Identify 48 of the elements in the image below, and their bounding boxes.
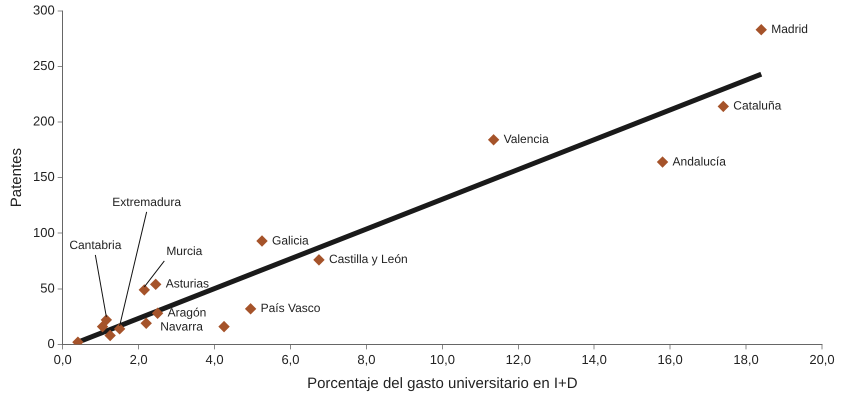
x-tick-label: 2,0	[130, 352, 148, 367]
x-tick-label: 10,0	[430, 352, 455, 367]
point	[97, 321, 108, 332]
annotation: País Vasco	[260, 301, 321, 316]
point	[150, 278, 162, 290]
annotation: Cataluña	[733, 98, 782, 113]
point	[245, 303, 256, 314]
x-axis-title: Porcentaje del gasto universitario en I+D	[307, 375, 578, 392]
point	[152, 308, 164, 319]
y-tick-label: 200	[32, 114, 55, 129]
x-tick-label: 6,0	[281, 352, 300, 367]
y-axis-title: Patentes	[8, 148, 26, 208]
annotation: Galicia	[272, 233, 310, 248]
x-tick-label: 8,0	[357, 352, 376, 367]
y-tick-label: 0	[47, 336, 55, 351]
y-tick-label: 50	[40, 280, 55, 296]
point	[140, 318, 152, 329]
point	[138, 284, 150, 296]
x-tick-label: 4,0	[206, 352, 224, 367]
x-tick-label: 12,0	[506, 352, 531, 367]
x-tick-label: 0,0	[54, 352, 72, 367]
y-tick-label: 100	[32, 224, 55, 240]
annotation: Cantabria	[69, 238, 122, 252]
y-tick-label: 250	[32, 58, 55, 73]
annotation: Murcia	[166, 244, 203, 258]
point	[114, 323, 126, 334]
annotation: Castilla y León	[328, 252, 408, 266]
annotation: Aragón	[168, 306, 206, 320]
annotation: Asturias	[166, 276, 210, 291]
annotation: Andalucía	[672, 154, 726, 168]
annotation: Madrid	[771, 22, 808, 36]
point	[718, 100, 729, 112]
y-tick-label: 300	[32, 2, 55, 18]
x-tick-label: 16,0	[657, 352, 683, 367]
x-tick-label: 18,0	[733, 352, 759, 367]
point	[218, 321, 230, 332]
annotation: Navarra	[160, 320, 204, 334]
x-tick-label: 14,0	[582, 352, 607, 367]
point	[104, 330, 116, 342]
annotation: Extremadura	[112, 195, 182, 210]
point	[488, 134, 500, 146]
x-tick-label: 20,0	[809, 352, 835, 367]
point	[256, 235, 268, 246]
point	[657, 156, 668, 168]
point	[313, 254, 324, 266]
y-tick-label: 150	[32, 169, 55, 184]
annotation: Valencia	[504, 132, 550, 146]
point	[756, 24, 767, 36]
